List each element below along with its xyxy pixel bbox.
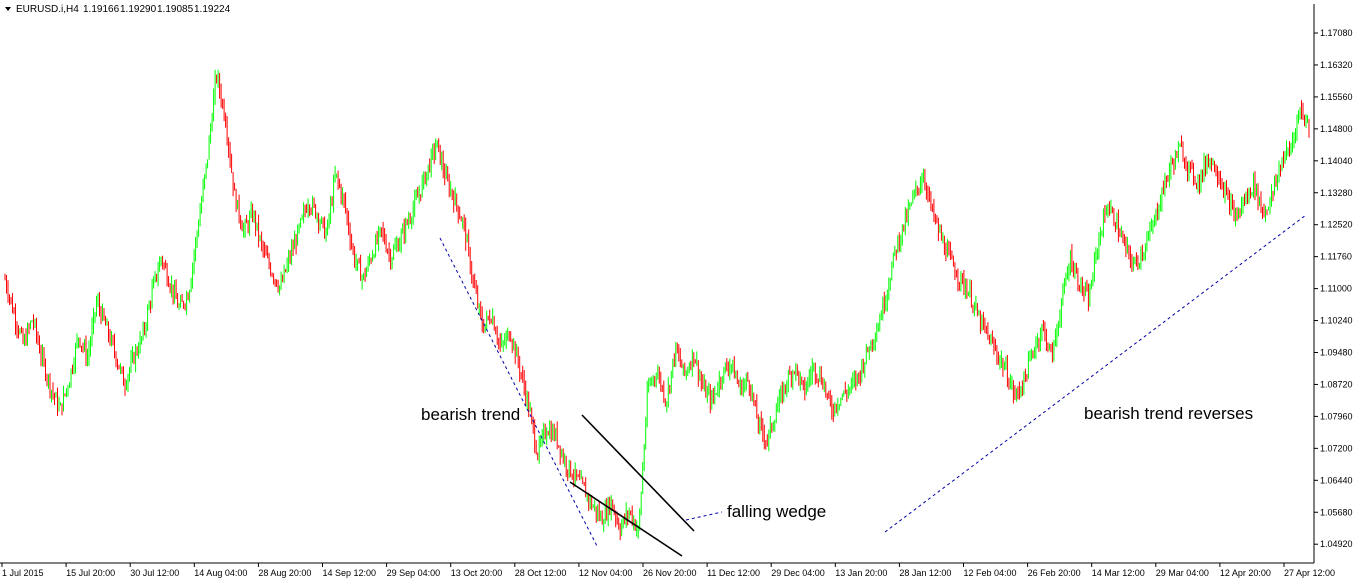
header-high: 1.19290 bbox=[120, 4, 157, 15]
y-tick-label: 1.04920 bbox=[1320, 539, 1353, 549]
y-tick-label: 1.07200 bbox=[1320, 443, 1353, 453]
y-tick-label: 1.15560 bbox=[1320, 92, 1353, 102]
y-tick-label: 1.11760 bbox=[1320, 252, 1352, 262]
x-tick-label: 15 Jul 20:00 bbox=[66, 568, 115, 578]
header-open: 1.19166 bbox=[83, 4, 120, 15]
y-tick-label: 1.13280 bbox=[1320, 188, 1353, 198]
y-tick-label: 1.10240 bbox=[1320, 316, 1353, 326]
wedge-lower-line bbox=[569, 481, 683, 557]
x-tick-label: 26 Feb 20:00 bbox=[1028, 568, 1081, 578]
y-tick-label: 1.08720 bbox=[1320, 379, 1353, 389]
x-tick-label: 13 Jan 20:00 bbox=[835, 568, 887, 578]
y-tick-label: 1.16320 bbox=[1320, 60, 1353, 70]
support-trendline bbox=[884, 214, 1307, 533]
x-tick-label: 1 Jul 2015 bbox=[2, 568, 44, 578]
x-tick-label: 28 Oct 12:00 bbox=[515, 568, 567, 578]
x-tick-label: 27 Apr 12:00 bbox=[1284, 568, 1335, 578]
x-tick-label: 28 Aug 20:00 bbox=[258, 568, 311, 578]
y-tick-label: 1.14040 bbox=[1320, 156, 1353, 166]
y-tick-label: 1.09480 bbox=[1320, 348, 1353, 358]
y-tick-label: 1.05680 bbox=[1320, 507, 1353, 517]
x-tick-label: 14 Sep 12:00 bbox=[323, 568, 377, 578]
x-tick-label: 29 Dec 04:00 bbox=[771, 568, 825, 578]
y-axis-ticks: 1.17080 1.16320 1.15560 1.14800 1.14040 1.132… bbox=[1314, 28, 1353, 549]
x-tick-label: 13 Oct 20:00 bbox=[451, 568, 503, 578]
annotation-bearish-trend-reverses: bearish trend reverses bbox=[1084, 404, 1253, 423]
candles-layer bbox=[4, 69, 1310, 541]
x-tick-label: 29 Mar 04:00 bbox=[1156, 568, 1209, 578]
x-tick-label: 12 Feb 04:00 bbox=[964, 568, 1017, 578]
y-tick-label: 1.12520 bbox=[1320, 220, 1353, 230]
header-low: 1.19085 bbox=[157, 4, 194, 15]
x-tick-label: 30 Jul 12:00 bbox=[130, 568, 179, 578]
y-tick-label: 1.17080 bbox=[1320, 28, 1353, 38]
x-tick-label: 11 Dec 12:00 bbox=[707, 568, 760, 578]
x-tick-label: 12 Nov 04:00 bbox=[579, 568, 633, 578]
x-tick-label: 14 Aug 04:00 bbox=[194, 568, 247, 578]
y-tick-label: 1.14800 bbox=[1320, 124, 1353, 134]
y-tick-label: 1.07960 bbox=[1320, 411, 1353, 421]
x-tick-label: 12 Apr 20:00 bbox=[1220, 568, 1271, 578]
x-tick-label: 26 Nov 20:00 bbox=[643, 568, 697, 578]
header-symbol: EURUSD.i,H4 bbox=[16, 4, 79, 15]
x-tick-label: 28 Jan 12:00 bbox=[899, 568, 951, 578]
header-close: 1.19224 bbox=[194, 4, 231, 15]
bearish-trendline bbox=[439, 237, 599, 549]
x-tick-label: 14 Mar 12:00 bbox=[1092, 568, 1145, 578]
y-tick-label: 1.11000 bbox=[1320, 284, 1352, 294]
chart-header: EURUSD.i,H4 1.19166 1.19290 1.19085 1.19… bbox=[5, 4, 231, 15]
dropdown-triangle-icon[interactable] bbox=[5, 7, 11, 11]
y-tick-label: 1.06440 bbox=[1320, 475, 1353, 485]
annotation-bearish-trend: bearish trend bbox=[421, 405, 520, 424]
annotation-falling-wedge: falling wedge bbox=[727, 502, 826, 521]
x-axis-ticks: 1 Jul 2015 15 Jul 20:00 30 Jul 12:00 14 Aug… bbox=[1, 563, 1335, 578]
x-tick-label: 29 Sep 04:00 bbox=[387, 568, 441, 578]
wedge-pointer-line bbox=[685, 511, 723, 521]
wedge-upper-line bbox=[581, 414, 695, 532]
